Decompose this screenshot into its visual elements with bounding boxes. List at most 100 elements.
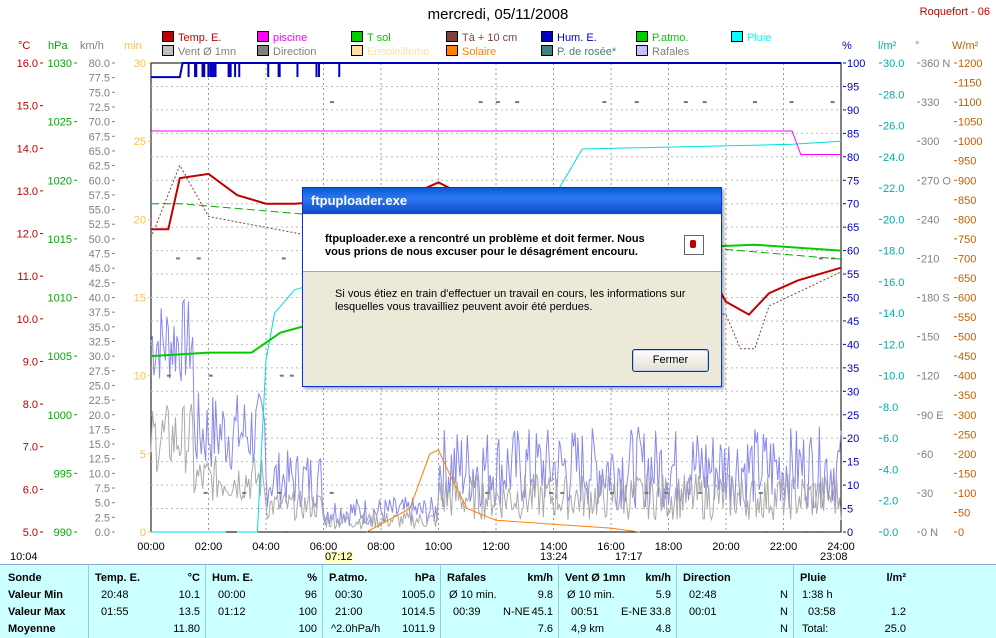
hour-label: 08:00 [367,541,395,550]
axis-tick: 50.0 [89,234,110,246]
row-label-avg: Moyenne [8,623,56,635]
legend-item: Tà + 10 cm [446,31,517,44]
col-header: Hum. E. [212,572,253,584]
hour-label: 20:00 [712,541,740,550]
min-value: N [780,589,788,601]
axis-tick: 12.0 [17,229,38,241]
rain-duration: 1:38 h [802,589,833,601]
axis-tick: 40 [847,339,859,351]
axis-tick: 60.0 [89,175,110,187]
axis-tick: 27.5 [89,366,110,378]
close-button[interactable]: Fermer [632,349,709,372]
axis-tick: 360 N [921,58,950,70]
min-time: 00:30 [335,589,363,601]
axis-tick: 10 [847,480,859,492]
axis-tick: 30 [134,58,146,70]
legend-item: Vent Ø 1mn [162,45,236,58]
col-unit: km/h [645,572,671,584]
axis-tick: 1020 [48,175,72,187]
stats-col-patmo: P.atmo. hPa 00:30 1005.0 21:00 1014.5 ^2… [322,565,441,638]
avg-value: 11.80 [173,623,200,635]
axis-tick: 650 [958,273,976,285]
legend-label: Hum. E. [557,32,597,44]
axis-tick: 11.0 [17,271,38,283]
col-header: Direction [683,572,731,584]
legend-label: P.atmo. [652,32,689,44]
axis-tick: 20 [847,433,859,445]
deg-unit-label: ° [915,40,920,52]
axis-tick: 75 [847,175,859,187]
max-time: 01:55 [101,606,129,618]
axis-tick: 450 [958,351,976,363]
wind-series [150,404,842,530]
stats-panel: Sonde Valeur Min Valeur Max Moyenne Temp… [0,564,996,638]
axis-tick: 995 [54,468,72,480]
axis-tick: 0.0 [883,527,898,539]
axis-tick: 52.5 [89,219,110,231]
time-sunrise: 07:12 [325,551,353,563]
hour-label: 06:00 [310,541,338,550]
axis-tick: 0 N [921,527,938,539]
axis-tick: 30 [921,488,933,500]
axis-tick: 85 [847,128,859,140]
axis-tick: 12.0 [883,339,904,351]
min-time: 00:00 [218,589,246,601]
legend-label: Pluie [747,32,772,44]
max-time: 01:12 [218,606,246,618]
axis-tick: 330 [921,97,939,109]
min-value: 96 [304,589,317,601]
legend-swatch [257,31,269,42]
stats-col-vent: Vent Ø 1mn km/h Ø 10 min. 5.9 00:51 E-NE… [558,565,677,638]
axis-tick: 22.5 [89,395,110,407]
axis-tick: 9.0 [23,356,38,368]
axis-tick: 70.0 [89,117,110,129]
row-label-sonde: Sonde [8,572,42,584]
avg-value: 7.6 [537,623,553,635]
axis-tick: 17.5 [89,424,110,436]
time-noon: 13:24 [540,551,568,563]
axis-tick: 25 [847,410,859,422]
avg-trend: ^2.0hPa/h [331,623,381,635]
max-value: 33.8 [649,606,671,618]
axis-tick: 72.5 [89,102,110,114]
axis-tick: 42.5 [89,278,110,290]
legend-label: piscine [273,32,308,44]
axis-tick: 240 [921,214,939,226]
legend-item: P.atmo. [636,31,689,44]
axis-tick: 14.0 [883,308,904,320]
axis-tick: 15 [847,457,859,469]
axis-tick: 15 [134,293,146,305]
axis-tick: 0 [958,527,964,539]
chart-title: mercredi, 05/11/2008 [427,6,569,23]
axis-tick: 7.5 [95,483,110,495]
time-start: 10:04 [10,551,38,563]
ground-temp-series [150,164,842,350]
stats-col-temp: Temp. E. °C 20:48 10.1 01:55 13.5 11.80 [88,565,206,638]
axis-tick: 8.0 [883,402,898,414]
dialog-titlebar[interactable]: ftpuploader.exe [303,188,721,214]
axis-tick: 28.0 [883,89,904,101]
axis-tick: 16.0 [17,58,38,70]
axis-tick: 180 S [921,293,950,305]
axis-tick: 600 [958,293,976,305]
legend-swatch [731,31,743,42]
min-unit-label: min [124,40,142,52]
legend-swatch [446,45,458,56]
axis-tick: 700 [958,253,976,265]
col-header: Pluie [800,572,827,584]
axis-tick: 0 [140,527,146,539]
axis-tick: 550 [958,312,976,324]
axis-tick: 1005 [48,351,72,363]
axis-tick: 50 [847,293,859,305]
error-icon [684,235,704,255]
max-time: 00:39 [453,606,481,618]
axis-tick: 1050 [958,117,982,129]
legend-swatch [162,45,174,56]
axis-tick: 65 [847,222,859,234]
min-value: 1005.0 [401,589,435,601]
col-unit: °C [187,572,200,584]
legend-swatch [351,45,363,56]
stats-col-pluie: Pluie l/m² 1:38 h 03:58 1.2 Total: 25.0 [793,565,914,638]
time-sunset: 17:17 [615,551,643,563]
axis-tick: 10 [134,371,146,383]
